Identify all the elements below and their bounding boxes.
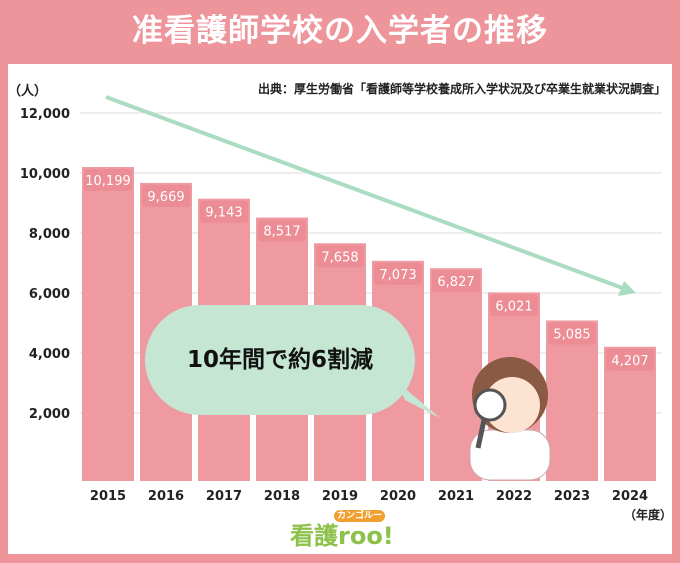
- bar-label-bg: [490, 294, 538, 317]
- x-tick-label: 2020: [380, 489, 416, 504]
- source-note: 出典：厚生労働省「看護師等学校養成所入学状況及び卒業生就業状況調査」: [257, 82, 666, 96]
- x-tick-label: 2022: [496, 489, 532, 504]
- bar-label-bg: [142, 184, 190, 207]
- x-tick-label: 2017: [206, 489, 242, 504]
- bar-value-label: 5,085: [553, 327, 590, 342]
- x-tick-label: 2015: [90, 489, 126, 504]
- x-tick-label: 2019: [322, 489, 358, 504]
- bar-label-bg: [258, 219, 306, 242]
- bar-value-label: 6,827: [437, 275, 474, 290]
- bar-value-label: 9,669: [147, 190, 184, 205]
- logo-text: 看護roo!: [290, 522, 394, 550]
- y-tick-label: 8,000: [29, 227, 70, 242]
- bar-value-label: 6,021: [495, 299, 532, 314]
- bar-value-label: 7,073: [379, 268, 416, 283]
- bar-label-bg: [316, 245, 364, 268]
- bar-label-bg: [84, 169, 132, 192]
- bar-value-label: 10,199: [85, 174, 131, 189]
- logo-ruby: カンゴルー: [334, 510, 386, 522]
- bar-value-label: 4,207: [611, 354, 648, 369]
- y-axis-unit: （人）: [8, 84, 48, 99]
- bar-label-bg: [432, 270, 480, 293]
- bar-label-bg: [200, 200, 248, 223]
- y-tick-label: 12,000: [20, 107, 70, 122]
- bar: [546, 320, 598, 481]
- trend-arrow-line: [105, 95, 629, 292]
- bar-label-bg: [548, 322, 596, 345]
- bar: [82, 167, 134, 481]
- magnifier-handle: [475, 419, 487, 449]
- x-axis-unit: （年度）: [624, 508, 673, 522]
- bar-value-label: 8,517: [263, 224, 300, 239]
- y-tick-label: 10,000: [20, 167, 70, 182]
- y-tick-label: 4,000: [29, 347, 70, 362]
- x-tick-label: 2024: [612, 489, 648, 504]
- y-tick-label: 6,000: [29, 287, 70, 302]
- callout-bubble: 10年間で約6割減: [145, 305, 415, 415]
- y-tick-label: 2,000: [29, 407, 70, 422]
- x-tick-label: 2021: [438, 489, 474, 504]
- bar-label-bg: [374, 262, 422, 285]
- bar-label-bg: [606, 348, 654, 371]
- trend-arrow-head: [618, 281, 636, 296]
- chart-title: 准看護師学校の入学者の推移: [132, 13, 548, 49]
- bar-value-label: 9,143: [205, 206, 242, 221]
- x-tick-label: 2018: [264, 489, 300, 504]
- x-tick-label: 2023: [554, 489, 590, 504]
- x-tick-label: 2016: [148, 489, 184, 504]
- logo: カンゴルー 看護roo!: [290, 510, 394, 550]
- magnifier-icon: [473, 388, 507, 422]
- bar-value-label: 7,658: [321, 250, 358, 265]
